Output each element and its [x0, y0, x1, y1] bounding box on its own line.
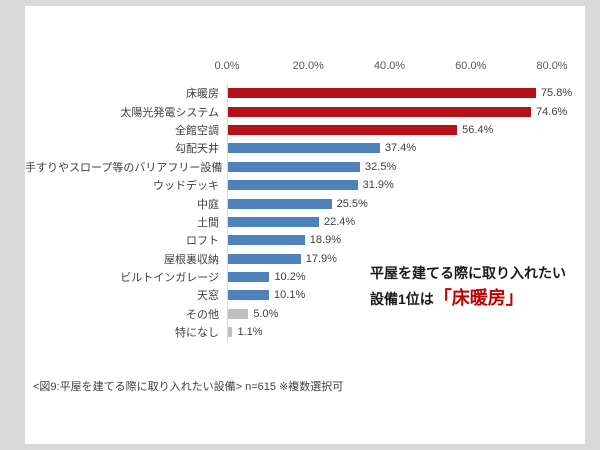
category-label: 屋根裏収納 — [164, 253, 219, 266]
bar-track: 22.4% — [227, 212, 579, 232]
bar — [228, 308, 249, 319]
bar — [228, 253, 301, 264]
value-label: 56.4% — [462, 123, 494, 136]
bar-row: 太陽光発電システム 74.6% — [25, 102, 579, 121]
category-label: 天窓 — [197, 290, 219, 303]
bar-row: 全館空調 56.4% — [25, 120, 579, 140]
category-label: 太陽光発電システム — [120, 106, 219, 119]
bar-row: 天窓 10.1% — [25, 286, 579, 305]
annotation-line2: 設備1位は — [370, 291, 434, 308]
value-label: 74.6% — [536, 105, 568, 118]
x-axis-tick: 80.0% — [536, 60, 568, 72]
bar — [228, 124, 458, 135]
value-label: 10.2% — [274, 271, 306, 284]
value-label: 10.1% — [274, 289, 306, 302]
category-label: 中庭 — [197, 198, 219, 211]
category-label: ビルトインガレージ — [120, 272, 219, 285]
bar-track: 17.9% — [227, 249, 579, 268]
x-axis: 0.0% 20.0% 40.0% 60.0% 80.0% — [214, 60, 567, 76]
value-label: 31.9% — [362, 179, 394, 192]
category-label: ロフト — [186, 235, 219, 248]
value-label: 18.9% — [309, 234, 341, 247]
bar — [228, 143, 380, 154]
bar-row: 勾配天井 37.4% — [25, 139, 579, 158]
chart-annotation: 平屋を建てる際に取り入れたい 設備1位は「床暖房」 — [370, 262, 588, 313]
category-label: 全館空調 — [175, 124, 219, 137]
bar-rows: 床暖房 75.8% 太陽光発電システム 74.6% 全館空調 56.4% 勾配天井 37.4%… — [25, 84, 579, 342]
value-label: 32.5% — [365, 160, 397, 173]
x-axis-tick: 20.0% — [292, 60, 324, 72]
annotation-highlight: 「床暖房」 — [433, 288, 524, 309]
bar-track: 10.2% — [227, 267, 579, 287]
bar-track: 10.1% — [227, 286, 579, 305]
bar-track: 25.5% — [227, 194, 579, 213]
bar-track: 1.1% — [227, 323, 579, 342]
value-label: 17.9% — [305, 252, 337, 265]
bar — [228, 216, 319, 227]
value-label: 25.5% — [336, 197, 368, 210]
category-label: 勾配天井 — [175, 143, 219, 156]
value-label: 37.4% — [384, 142, 417, 155]
bar-track: 32.5% — [227, 157, 579, 176]
category-label: 土間 — [197, 216, 219, 229]
chart-caption: <図9:平屋を建てる際に取り入れたい設備> n=615 ※複数選択可 — [33, 381, 344, 393]
bar-track: 18.9% — [227, 231, 579, 250]
value-label: 22.4% — [324, 215, 356, 228]
bar-row: 手すりやスロープ等のバリアフリー設備 32.5% — [25, 157, 579, 176]
category-label: 手すりやスロープ等のバリアフリー設備 — [25, 161, 223, 174]
bar-track: 31.9% — [227, 175, 579, 195]
bar-row: ウッドデッキ 31.9% — [25, 175, 579, 195]
bar — [228, 106, 532, 117]
bar-row: 特になし 1.1% — [25, 323, 579, 342]
bar-row: 中庭 25.5% — [25, 194, 579, 213]
value-label: 5.0% — [253, 307, 279, 320]
x-axis-tick: 40.0% — [373, 60, 406, 72]
bar-row: 土間 22.4% — [25, 212, 579, 232]
x-axis-tick: 0.0% — [214, 60, 240, 72]
bar — [228, 88, 536, 99]
bar-row: 床暖房 75.8% — [25, 84, 579, 103]
annotation-line1: 平屋を建てる際に取り入れたい — [370, 265, 566, 281]
chart-panel: 0.0% 20.0% 40.0% 60.0% 80.0% 床暖房 75.8% 太陽光発電シス… — [25, 6, 585, 444]
bar — [228, 290, 270, 301]
value-label: 1.1% — [237, 326, 263, 339]
bar-row: 屋根裏収納 17.9% — [25, 249, 579, 268]
bar-track: 56.4% — [227, 120, 579, 140]
bar — [228, 327, 233, 338]
bar-row: ロフト 18.9% — [25, 231, 579, 250]
bar — [228, 198, 332, 209]
bar-track: 74.6% — [227, 102, 579, 121]
category-label: その他 — [186, 308, 219, 321]
bar-track: 37.4% — [227, 139, 579, 158]
bar — [228, 235, 305, 246]
category-label: ウッドデッキ — [153, 180, 219, 193]
value-label: 75.8% — [540, 87, 573, 100]
bar-row: その他 5.0% — [25, 304, 579, 324]
category-label: 特になし — [175, 327, 219, 340]
bar-row: ビルトインガレージ 10.2% — [25, 267, 579, 287]
bar — [228, 272, 270, 283]
bar-track: 75.8% — [227, 84, 579, 103]
bar — [228, 180, 358, 191]
category-label: 床暖房 — [186, 88, 219, 101]
x-axis-tick: 60.0% — [455, 60, 487, 72]
bar — [228, 161, 361, 172]
bar-track: 5.0% — [227, 304, 579, 324]
